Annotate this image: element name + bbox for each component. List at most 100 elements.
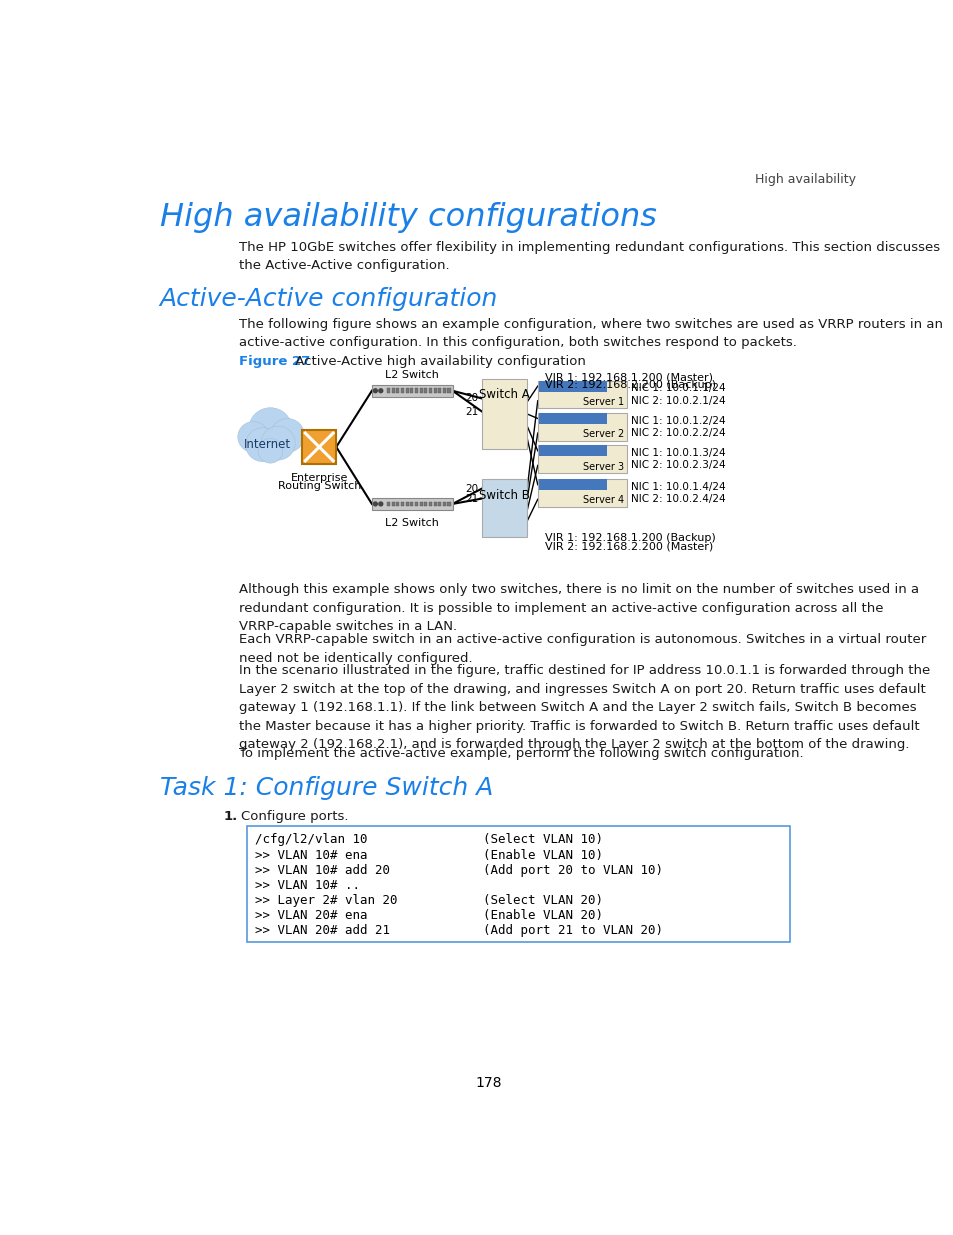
Circle shape xyxy=(261,426,294,461)
FancyBboxPatch shape xyxy=(410,501,413,506)
FancyBboxPatch shape xyxy=(395,501,399,506)
Circle shape xyxy=(245,427,279,462)
FancyBboxPatch shape xyxy=(424,389,427,393)
FancyBboxPatch shape xyxy=(433,389,436,393)
Text: VIR 1: 192.168.1.200 (Backup): VIR 1: 192.168.1.200 (Backup) xyxy=(545,534,716,543)
Text: To implement the active-active example, perform the following switch configurati: To implement the active-active example, … xyxy=(239,747,803,761)
FancyBboxPatch shape xyxy=(415,501,417,506)
FancyBboxPatch shape xyxy=(400,501,404,506)
Text: Server 4: Server 4 xyxy=(583,495,624,505)
Text: (Add port 20 to VLAN 10): (Add port 20 to VLAN 10) xyxy=(483,863,662,877)
FancyBboxPatch shape xyxy=(538,380,606,391)
FancyBboxPatch shape xyxy=(447,389,450,393)
FancyBboxPatch shape xyxy=(400,389,404,393)
FancyBboxPatch shape xyxy=(538,412,606,424)
Text: >> VLAN 10# ..: >> VLAN 10# .. xyxy=(254,878,359,892)
FancyBboxPatch shape xyxy=(371,384,453,396)
Text: NIC 2: 10.0.2.2/24: NIC 2: 10.0.2.2/24 xyxy=(630,429,724,438)
FancyBboxPatch shape xyxy=(429,389,432,393)
FancyBboxPatch shape xyxy=(392,501,395,506)
Text: The following figure shows an example configuration, where two switches are used: The following figure shows an example co… xyxy=(239,317,943,350)
FancyBboxPatch shape xyxy=(442,389,445,393)
FancyBboxPatch shape xyxy=(302,430,335,464)
Text: /cfg/l2/vlan 10: /cfg/l2/vlan 10 xyxy=(254,834,367,846)
FancyBboxPatch shape xyxy=(387,389,390,393)
Text: Switch B: Switch B xyxy=(478,489,529,501)
Text: VIR 1: 192.168.1.200 (Master): VIR 1: 192.168.1.200 (Master) xyxy=(545,372,713,383)
Text: 20: 20 xyxy=(465,394,478,404)
Circle shape xyxy=(378,501,382,506)
Text: (Enable VLAN 10): (Enable VLAN 10) xyxy=(483,848,603,862)
Text: VIR 2: 192.168.2.200 (Backup): VIR 2: 192.168.2.200 (Backup) xyxy=(545,380,716,390)
FancyBboxPatch shape xyxy=(481,479,526,537)
FancyBboxPatch shape xyxy=(410,389,413,393)
Text: The HP 10GbE switches offer flexibility in implementing redundant configurations: The HP 10GbE switches offer flexibility … xyxy=(239,241,940,272)
Text: L2 Switch: L2 Switch xyxy=(385,517,438,527)
Text: (Enable VLAN 20): (Enable VLAN 20) xyxy=(483,909,603,921)
Text: In the scenario illustrated in the figure, traffic destined for IP address 10.0.: In the scenario illustrated in the figur… xyxy=(239,664,929,751)
Text: Figure 27: Figure 27 xyxy=(239,354,311,368)
Text: 21: 21 xyxy=(465,406,478,416)
Text: Server 2: Server 2 xyxy=(582,430,624,440)
FancyBboxPatch shape xyxy=(437,389,441,393)
Circle shape xyxy=(237,421,269,452)
FancyBboxPatch shape xyxy=(247,826,789,941)
Text: Enterprise: Enterprise xyxy=(291,473,348,483)
Text: Active-Active high availability configuration: Active-Active high availability configur… xyxy=(291,354,585,368)
Text: Switch A: Switch A xyxy=(478,389,529,401)
Text: Server 1: Server 1 xyxy=(583,396,624,406)
Text: NIC 2: 10.0.2.4/24: NIC 2: 10.0.2.4/24 xyxy=(630,494,724,504)
FancyBboxPatch shape xyxy=(537,412,626,441)
Circle shape xyxy=(373,389,377,393)
FancyBboxPatch shape xyxy=(395,389,399,393)
Text: L2 Switch: L2 Switch xyxy=(385,370,438,380)
Text: NIC 1: 10.0.1.2/24: NIC 1: 10.0.1.2/24 xyxy=(630,416,724,426)
Text: NIC 2: 10.0.2.1/24: NIC 2: 10.0.2.1/24 xyxy=(630,395,724,406)
Text: (Select VLAN 10): (Select VLAN 10) xyxy=(483,834,603,846)
Text: Internet: Internet xyxy=(243,438,291,451)
FancyBboxPatch shape xyxy=(405,389,408,393)
Text: 178: 178 xyxy=(476,1076,501,1091)
Text: Task 1: Configure Switch A: Task 1: Configure Switch A xyxy=(159,776,493,800)
Text: (Add port 21 to VLAN 20): (Add port 21 to VLAN 20) xyxy=(483,924,662,936)
Text: >> VLAN 10# ena: >> VLAN 10# ena xyxy=(254,848,367,862)
FancyBboxPatch shape xyxy=(424,501,427,506)
Circle shape xyxy=(378,389,382,393)
Text: NIC 1: 10.0.1.3/24: NIC 1: 10.0.1.3/24 xyxy=(630,448,724,458)
FancyBboxPatch shape xyxy=(429,501,432,506)
FancyBboxPatch shape xyxy=(481,379,526,448)
Text: VIR 2: 192.168.2.200 (Master): VIR 2: 192.168.2.200 (Master) xyxy=(545,542,713,552)
Text: (Select VLAN 20): (Select VLAN 20) xyxy=(483,894,603,906)
FancyBboxPatch shape xyxy=(419,501,422,506)
Text: >> Layer 2# vlan 20: >> Layer 2# vlan 20 xyxy=(254,894,397,906)
Text: Although this example shows only two switches, there is no limit on the number o: Although this example shows only two swi… xyxy=(239,583,919,634)
FancyBboxPatch shape xyxy=(419,389,422,393)
FancyBboxPatch shape xyxy=(442,501,445,506)
FancyBboxPatch shape xyxy=(537,446,626,473)
FancyBboxPatch shape xyxy=(537,380,626,409)
Text: Routing Switch: Routing Switch xyxy=(277,480,360,490)
Text: High availability: High availability xyxy=(754,173,855,185)
Text: Configure ports.: Configure ports. xyxy=(241,810,348,824)
Text: NIC 1: 10.0.1.1/24: NIC 1: 10.0.1.1/24 xyxy=(630,383,724,394)
Text: >> VLAN 20# add 21: >> VLAN 20# add 21 xyxy=(254,924,390,936)
Circle shape xyxy=(270,419,304,452)
FancyBboxPatch shape xyxy=(537,479,626,508)
Text: Server 3: Server 3 xyxy=(583,462,624,472)
Circle shape xyxy=(249,408,292,451)
Text: High availability configurations: High availability configurations xyxy=(159,203,656,233)
Text: >> VLAN 10# add 20: >> VLAN 10# add 20 xyxy=(254,863,390,877)
Text: Each VRRP-capable switch in an active-active configuration is autonomous. Switch: Each VRRP-capable switch in an active-ac… xyxy=(239,634,925,664)
Text: >> VLAN 20# ena: >> VLAN 20# ena xyxy=(254,909,367,921)
Circle shape xyxy=(257,438,282,463)
FancyBboxPatch shape xyxy=(371,498,453,510)
FancyBboxPatch shape xyxy=(433,501,436,506)
FancyBboxPatch shape xyxy=(538,446,606,456)
FancyBboxPatch shape xyxy=(538,479,606,490)
Text: 20: 20 xyxy=(465,484,478,494)
FancyBboxPatch shape xyxy=(415,389,417,393)
Text: 1.: 1. xyxy=(224,810,238,824)
Text: NIC 1: 10.0.1.4/24: NIC 1: 10.0.1.4/24 xyxy=(630,482,724,492)
Text: 21: 21 xyxy=(465,494,478,504)
FancyBboxPatch shape xyxy=(437,501,441,506)
